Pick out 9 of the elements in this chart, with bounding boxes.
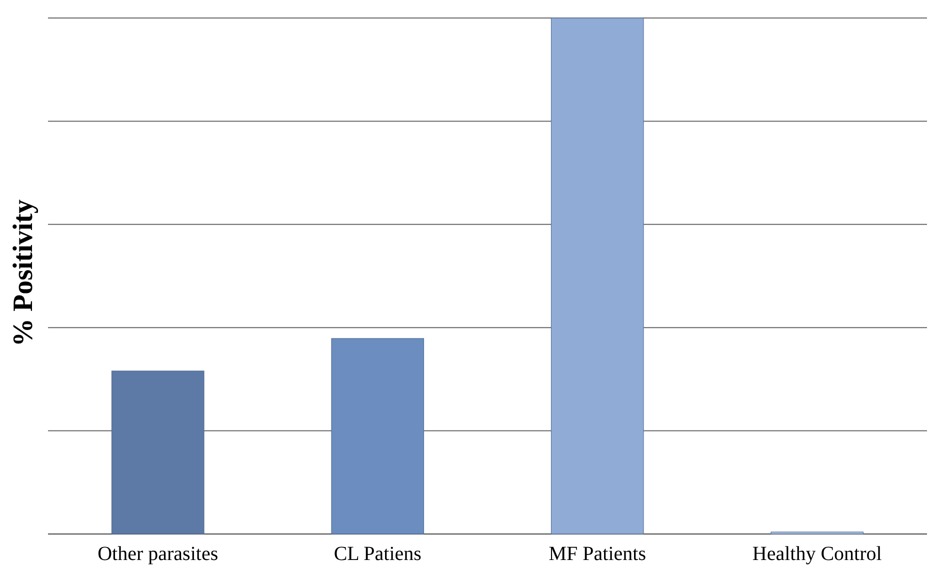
x-tick-label: MF Patients [548,543,646,565]
bar [770,532,864,534]
bar [550,18,644,534]
bar [111,370,204,534]
x-tick-label: Healthy Control [752,543,882,565]
x-tick-label: CL Patiens [334,543,422,565]
x-tick-label: Other parasites [98,543,218,565]
bar [331,338,424,534]
y-axis-title: % Positivity [8,200,39,346]
